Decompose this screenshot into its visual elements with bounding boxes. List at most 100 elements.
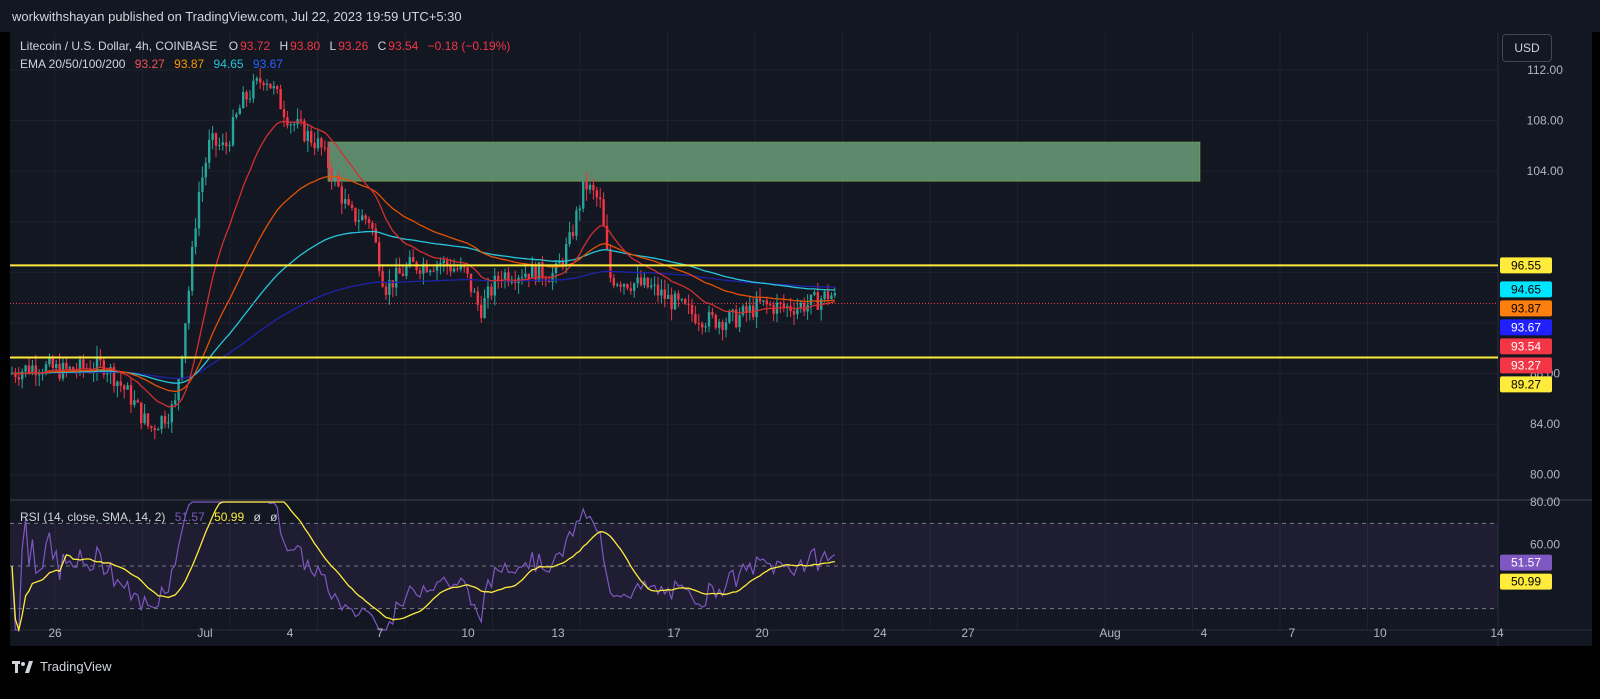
candle[interactable]: [306, 131, 309, 142]
candle[interactable]: [558, 261, 561, 264]
candle[interactable]: [779, 302, 782, 304]
candle[interactable]: [619, 284, 622, 287]
candle[interactable]: [245, 92, 248, 100]
candle[interactable]: [170, 404, 173, 423]
candle[interactable]: [82, 359, 85, 369]
candle[interactable]: [344, 199, 347, 204]
candle[interactable]: [323, 147, 326, 149]
candle[interactable]: [469, 273, 473, 292]
candle[interactable]: [599, 197, 602, 200]
candle[interactable]: [466, 267, 469, 274]
candle[interactable]: [129, 385, 133, 405]
candle[interactable]: [561, 261, 564, 265]
candle[interactable]: [136, 400, 139, 403]
candle[interactable]: [347, 199, 350, 205]
candle[interactable]: [442, 260, 445, 264]
candle[interactable]: [690, 304, 694, 315]
candle[interactable]: [153, 428, 156, 431]
candle[interactable]: [585, 181, 588, 190]
chart-area[interactable]: 112.00 108.00 104.00 88.00 84.00 80.00 96.55 94…: [10, 32, 1592, 646]
candle[interactable]: [146, 413, 150, 427]
candle[interactable]: [711, 311, 714, 315]
candle[interactable]: [653, 284, 656, 286]
candle[interactable]: [167, 422, 170, 424]
candle[interactable]: [119, 381, 122, 386]
candle[interactable]: [605, 225, 609, 250]
candle[interactable]: [378, 242, 381, 272]
candle[interactable]: [425, 263, 428, 273]
candle[interactable]: [520, 277, 524, 279]
candle[interactable]: [446, 260, 449, 266]
candle[interactable]: [578, 208, 581, 211]
candle[interactable]: [721, 321, 724, 330]
candle[interactable]: [514, 281, 517, 283]
candle[interactable]: [21, 371, 24, 380]
candle[interactable]: [833, 293, 836, 296]
candle[interactable]: [646, 277, 649, 288]
candle[interactable]: [459, 264, 462, 270]
candle[interactable]: [123, 385, 126, 390]
candle[interactable]: [184, 323, 187, 357]
candle[interactable]: [704, 326, 707, 328]
candle[interactable]: [194, 228, 197, 247]
candle[interactable]: [228, 145, 231, 147]
candle[interactable]: [697, 323, 700, 325]
candle[interactable]: [44, 364, 48, 374]
candle[interactable]: [279, 89, 282, 110]
candle[interactable]: [582, 181, 585, 209]
candle[interactable]: [758, 298, 762, 302]
candle[interactable]: [316, 138, 320, 149]
candle[interactable]: [510, 281, 513, 283]
candle[interactable]: [265, 83, 269, 86]
candle[interactable]: [310, 131, 313, 143]
candle[interactable]: [55, 363, 58, 368]
candle[interactable]: [677, 293, 680, 300]
candle[interactable]: [738, 314, 741, 328]
candle[interactable]: [337, 175, 340, 187]
candle[interactable]: [490, 286, 493, 296]
candle[interactable]: [534, 263, 537, 282]
candle[interactable]: [204, 162, 207, 178]
candle[interactable]: [350, 204, 354, 208]
candle[interactable]: [762, 300, 765, 302]
candle[interactable]: [565, 244, 568, 265]
candle[interactable]: [214, 133, 218, 146]
candle[interactable]: [112, 366, 116, 387]
candle[interactable]: [252, 80, 255, 99]
candle[interactable]: [78, 359, 82, 371]
candle[interactable]: [235, 114, 238, 118]
candle[interactable]: [197, 191, 201, 229]
candle[interactable]: [741, 306, 745, 315]
candle[interactable]: [735, 309, 738, 328]
candle[interactable]: [187, 290, 190, 324]
candle[interactable]: [367, 219, 371, 223]
candle[interactable]: [507, 272, 510, 283]
candle[interactable]: [422, 263, 425, 274]
candle[interactable]: [242, 92, 245, 109]
candle[interactable]: [670, 294, 673, 310]
candle[interactable]: [456, 268, 459, 270]
candle[interactable]: [65, 362, 68, 369]
candle[interactable]: [435, 264, 439, 271]
candle[interactable]: [803, 302, 806, 312]
candle[interactable]: [395, 267, 398, 288]
candle[interactable]: [660, 289, 663, 296]
candle[interactable]: [667, 294, 670, 299]
candle[interactable]: [357, 220, 360, 222]
candle[interactable]: [588, 184, 592, 190]
candle[interactable]: [527, 273, 530, 279]
candle[interactable]: [34, 365, 37, 376]
candle[interactable]: [748, 305, 751, 313]
candle[interactable]: [38, 374, 41, 376]
candle[interactable]: [452, 268, 456, 272]
candle[interactable]: [412, 257, 415, 262]
candle[interactable]: [524, 273, 527, 278]
candle[interactable]: [548, 281, 551, 283]
candle[interactable]: [602, 199, 605, 226]
candle[interactable]: [140, 402, 143, 424]
candle[interactable]: [364, 215, 367, 220]
candle[interactable]: [752, 305, 755, 318]
candle[interactable]: [673, 293, 677, 310]
candle[interactable]: [724, 322, 728, 330]
candle[interactable]: [384, 286, 388, 295]
